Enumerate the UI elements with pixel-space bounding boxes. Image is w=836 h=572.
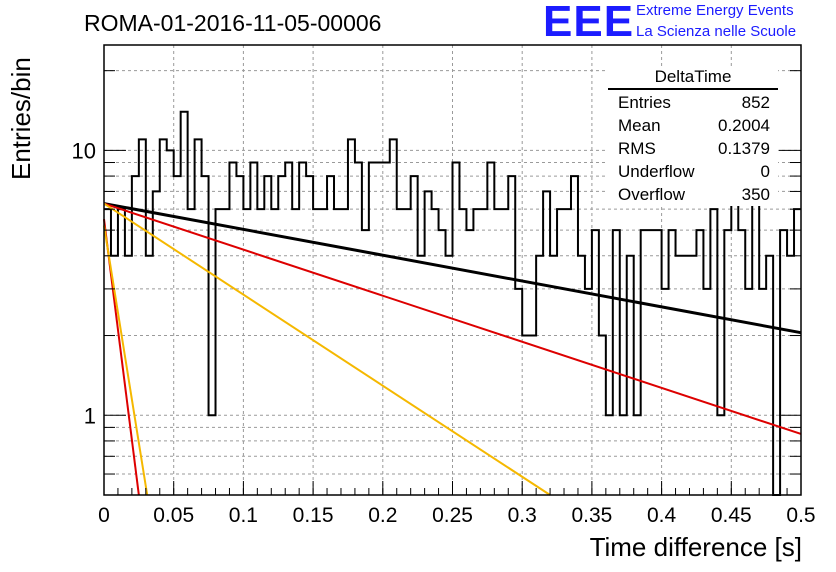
x-tick-label: 0.35 bbox=[571, 504, 612, 527]
x-tick-label: 0.05 bbox=[153, 504, 194, 527]
logo-line-2: La Scienza nelle Scuole bbox=[636, 23, 797, 40]
stats-value: 852 bbox=[741, 93, 770, 112]
stats-label: RMS bbox=[618, 139, 656, 158]
stats-label: Underflow bbox=[618, 162, 695, 181]
x-tick-label: 0.3 bbox=[508, 504, 537, 527]
stats-title: DeltaTime bbox=[608, 66, 778, 90]
y-tick-label: 1 bbox=[84, 403, 96, 428]
x-tick-label: 0.25 bbox=[432, 504, 473, 527]
fit-line bbox=[103, 202, 551, 496]
logo-line-1: Extreme Energy Events bbox=[636, 2, 794, 19]
fit-line bbox=[103, 202, 802, 435]
x-tick-label: 0.1 bbox=[229, 504, 258, 527]
x-tick-label: 0.4 bbox=[647, 504, 677, 527]
x-tick-label: 0.2 bbox=[368, 504, 397, 527]
stats-value: 350 bbox=[741, 185, 770, 204]
x-axis-label: Time difference [s] bbox=[589, 532, 802, 562]
tick-labels: 0 0.05 0.1 0.15 0.2 0.25 0.3 0.35 0.4 0.45 0.5 1 10 bbox=[72, 138, 816, 527]
x-tick-label: 0.5 bbox=[786, 504, 815, 527]
eee-logo: EEE bbox=[543, 0, 635, 46]
stats-value: 0 bbox=[760, 162, 770, 181]
x-tick-label: 0.45 bbox=[711, 504, 752, 527]
stats-box: DeltaTime Entries 852 Mean 0.2004 RMS 0.… bbox=[608, 66, 778, 206]
histogram bbox=[104, 110, 801, 496]
x-tick-label: 0 bbox=[98, 504, 110, 527]
y-tick-label: 10 bbox=[72, 138, 96, 163]
y-axis-label: Entries/bin bbox=[6, 57, 36, 180]
stats-row-mean: Mean 0.2004 bbox=[608, 114, 778, 137]
stats-row-overflow: Overflow 350 bbox=[608, 183, 778, 206]
fit-line bbox=[103, 202, 802, 335]
stats-row-entries: Entries 852 bbox=[608, 91, 778, 114]
stats-row-rms: RMS 0.1379 bbox=[608, 137, 778, 160]
histogram-outline bbox=[104, 110, 801, 496]
fit-line bbox=[103, 225, 149, 496]
stats-label: Entries bbox=[618, 93, 671, 112]
chart-title: ROMA-01-2016-11-05-00006 bbox=[84, 10, 382, 36]
stats-row-underflow: Underflow 0 bbox=[608, 160, 778, 183]
axis-ticks bbox=[103, 70, 802, 496]
fit-lines bbox=[103, 202, 802, 496]
stats-label: Mean bbox=[618, 116, 661, 135]
stats-value: 0.1379 bbox=[718, 139, 770, 158]
stats-value: 0.2004 bbox=[718, 116, 770, 135]
stats-label: Overflow bbox=[618, 185, 686, 204]
x-tick-label: 0.15 bbox=[293, 504, 334, 527]
